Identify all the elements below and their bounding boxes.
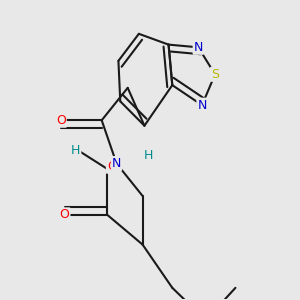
Text: N: N — [112, 157, 121, 170]
Text: S: S — [211, 68, 219, 81]
Text: O: O — [107, 160, 117, 173]
Text: O: O — [56, 114, 66, 127]
Text: N: N — [194, 41, 203, 54]
Text: N: N — [197, 99, 207, 112]
Text: O: O — [60, 208, 70, 221]
Text: H: H — [71, 143, 80, 157]
Text: H: H — [143, 149, 153, 162]
